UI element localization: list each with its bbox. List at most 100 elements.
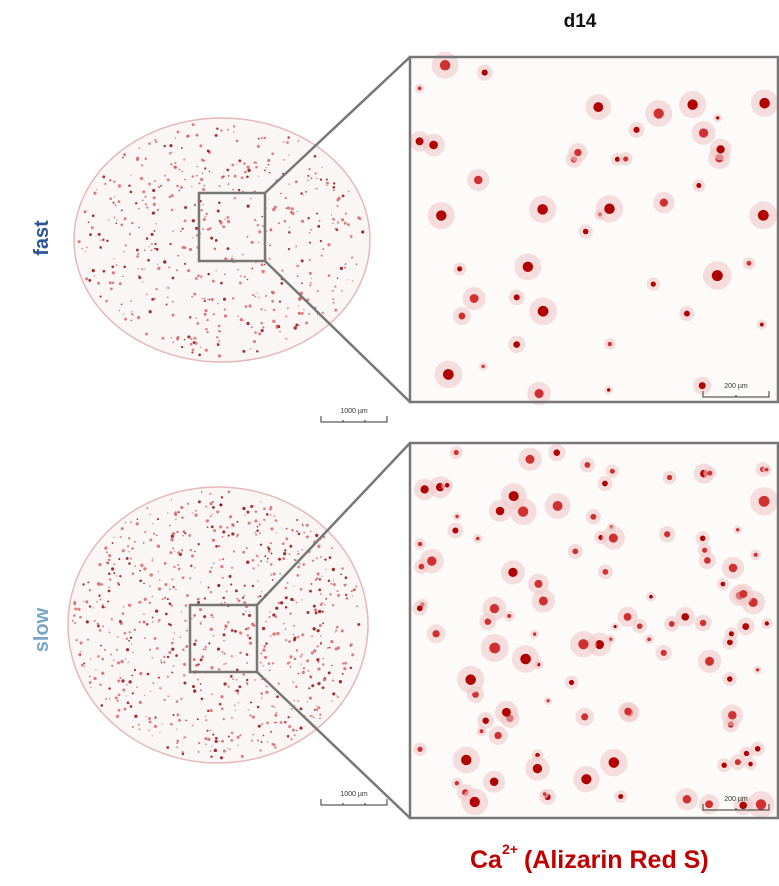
stain-nodule (728, 711, 736, 719)
stain-dot (262, 326, 264, 328)
stain-dot (176, 740, 179, 743)
stain-dot (107, 601, 109, 603)
stain-nodule (618, 794, 623, 799)
stain-dot (294, 700, 295, 701)
stain-dot (351, 257, 353, 259)
stain-dot (206, 331, 208, 333)
stain-dot (109, 179, 111, 181)
stain-dot (320, 178, 322, 180)
stain-dot (246, 662, 248, 664)
stain-dot (96, 189, 97, 190)
stain-dot (286, 528, 287, 529)
stain-dot (152, 735, 153, 736)
stain-dot (252, 715, 255, 718)
stain-nodule (583, 229, 589, 235)
stain-dot (314, 608, 317, 611)
stain-dot (163, 661, 165, 663)
stain-dot (326, 185, 327, 186)
stain-dot (218, 545, 220, 547)
stain-dot (97, 655, 100, 658)
stain-dot (125, 522, 127, 524)
stain-dot (119, 310, 121, 312)
stain-dot (162, 337, 165, 340)
stain-dot (198, 742, 200, 744)
stain-dot (167, 296, 169, 298)
stain-dot (189, 316, 191, 318)
stain-dot (242, 350, 245, 353)
stain-dot (262, 649, 265, 652)
stain-dot (288, 248, 290, 250)
stain-dot (264, 137, 267, 140)
stain-dot (169, 524, 171, 526)
stain-dot (245, 305, 248, 308)
stain-dot (310, 282, 312, 284)
stain-dot (125, 658, 126, 659)
stain-dot (156, 647, 159, 650)
stain-dot (203, 615, 206, 618)
stain-dot (241, 176, 244, 179)
stain-nodule (610, 469, 615, 474)
stain-nodule (696, 183, 701, 188)
stain-dot (120, 536, 122, 538)
stain-dot (234, 705, 236, 707)
stain-dot (220, 282, 223, 285)
stain-dot (164, 562, 167, 565)
stain-dot (301, 312, 304, 315)
stain-dot (252, 559, 255, 562)
stain-dot (139, 701, 142, 704)
stain-nodule (496, 507, 505, 516)
stain-dot (144, 157, 147, 160)
stain-dot (176, 269, 178, 271)
stain-dot (248, 522, 251, 525)
stain-dot (205, 716, 206, 717)
stain-dot (209, 502, 212, 505)
stain-dot (109, 197, 112, 200)
stain-dot (209, 299, 210, 300)
stain-dot (240, 275, 242, 277)
stain-dot (184, 736, 186, 738)
stain-dot (104, 183, 106, 185)
stain-dot (95, 669, 96, 670)
stain-dot (333, 189, 335, 191)
stain-dot (351, 590, 353, 592)
stain-dot (316, 658, 319, 661)
stain-dot (121, 527, 124, 530)
stain-dot (170, 163, 172, 165)
stain-dot (143, 613, 145, 615)
stain-dot (292, 681, 294, 683)
stain-dot (278, 602, 281, 605)
stain-nodule (538, 306, 549, 317)
stain-dot (74, 622, 76, 624)
stain-nodule (509, 491, 519, 501)
stain-dot (182, 171, 183, 172)
stain-dot (210, 709, 213, 712)
stain-dot (78, 240, 81, 243)
stain-dot (171, 194, 174, 197)
stain-dot (322, 622, 324, 624)
stain-dot (314, 155, 317, 158)
stain-dot (320, 593, 321, 594)
stain-dot (146, 623, 148, 625)
stain-dot (231, 567, 233, 569)
stain-dot (182, 649, 184, 651)
stain-dot (132, 572, 135, 575)
stain-dot (117, 700, 119, 702)
stain-dot (147, 259, 150, 262)
stain-dot (255, 510, 258, 513)
stain-dot (236, 598, 238, 600)
row-label: slow (31, 607, 53, 652)
stain-dot (279, 331, 281, 333)
stain-dot (100, 645, 102, 647)
stain-dot (278, 558, 281, 561)
stain-dot (231, 629, 234, 632)
stain-dot (260, 692, 263, 695)
stain-dot (329, 593, 331, 595)
stain-dot (284, 220, 287, 223)
stain-dot (289, 553, 291, 555)
stain-nodule (765, 468, 769, 472)
stain-dot (151, 243, 153, 245)
stain-nodule (765, 621, 769, 625)
stain-dot (136, 249, 139, 252)
stain-nodule (687, 99, 697, 109)
stain-dot (258, 332, 261, 335)
